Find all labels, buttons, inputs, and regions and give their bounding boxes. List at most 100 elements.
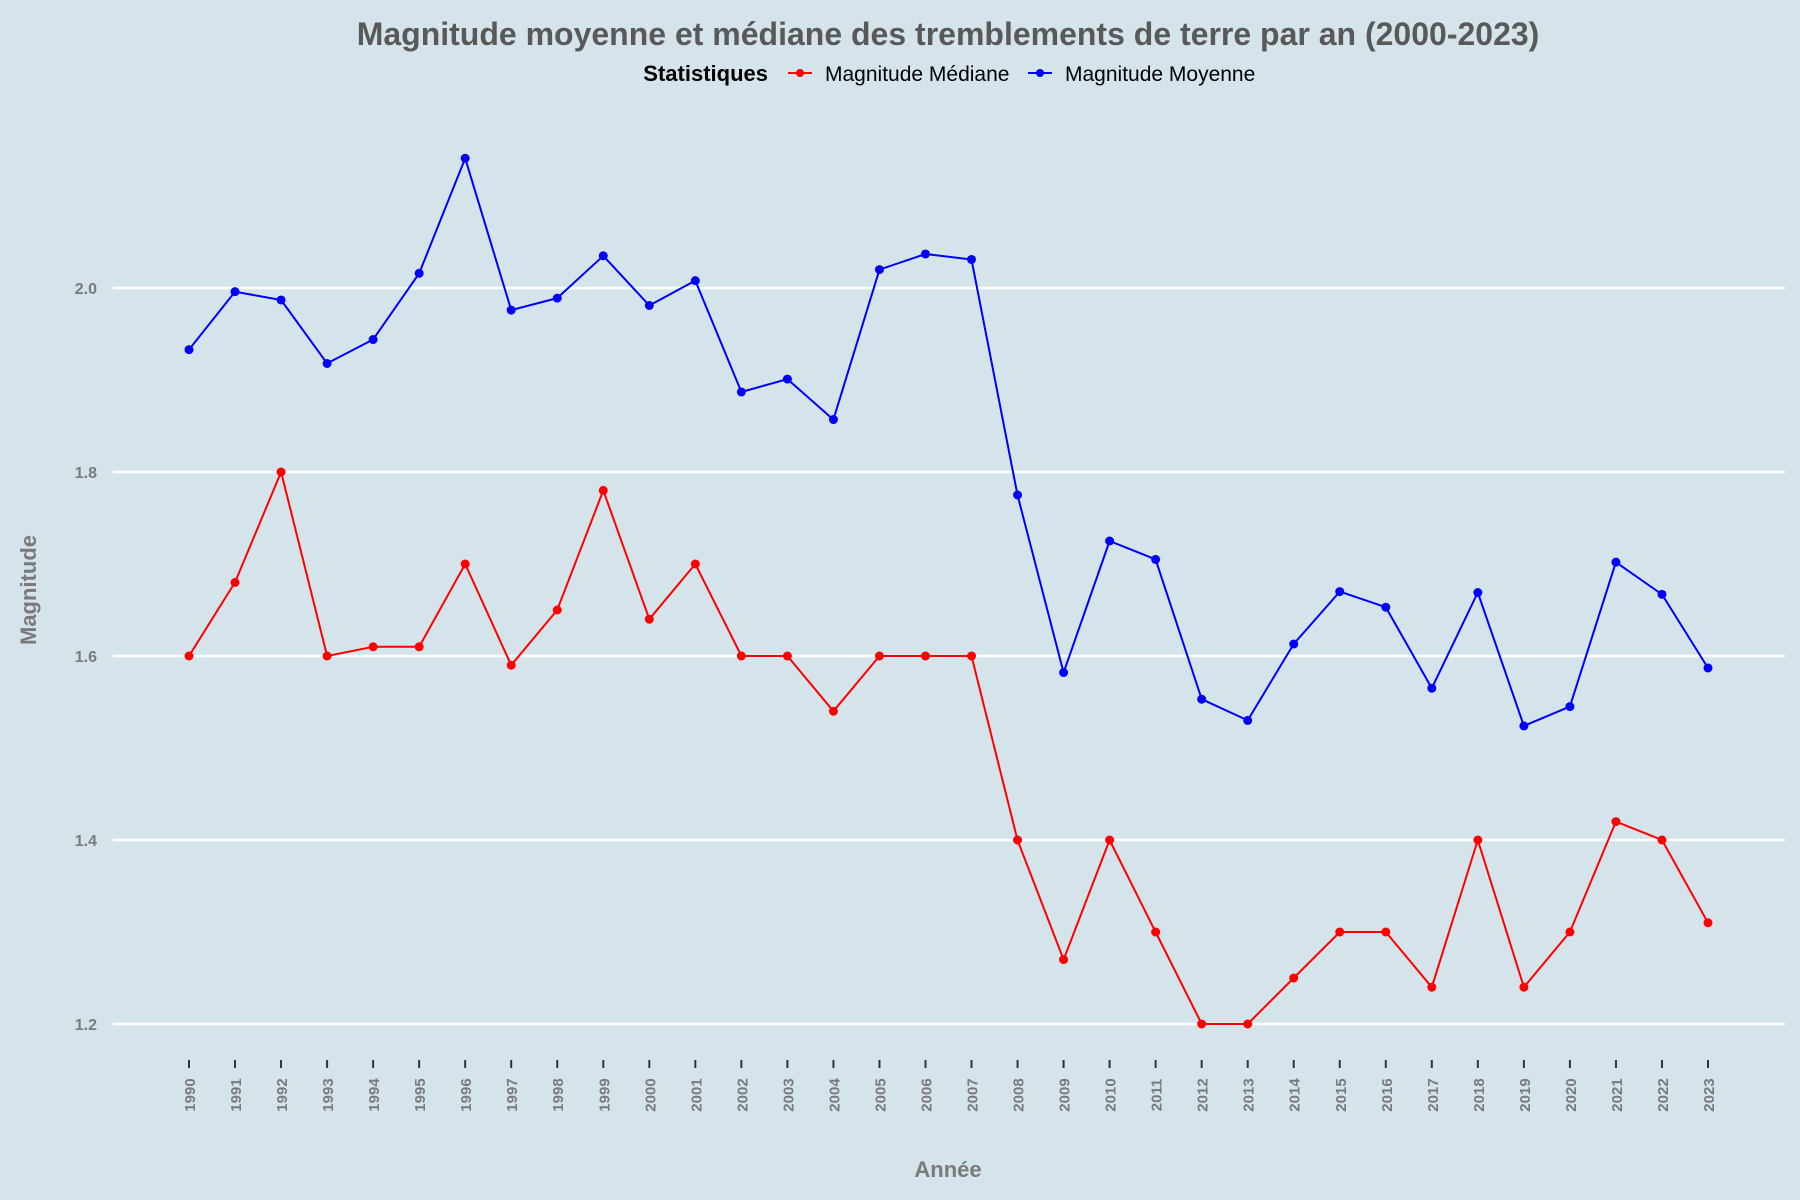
data-point-median bbox=[322, 651, 332, 661]
data-point-median bbox=[184, 651, 194, 661]
data-point-median bbox=[967, 651, 977, 661]
data-point-mean bbox=[1519, 721, 1529, 731]
y-tick-label: 1.4 bbox=[75, 833, 97, 850]
data-point-median bbox=[1427, 982, 1437, 992]
data-point-median bbox=[276, 467, 286, 477]
data-point-mean bbox=[1703, 663, 1713, 673]
x-tick-label: 2006 bbox=[918, 1078, 935, 1111]
data-point-mean bbox=[414, 268, 424, 278]
data-point-mean bbox=[1381, 602, 1391, 612]
data-point-mean bbox=[506, 305, 516, 315]
x-tick-label: 2004 bbox=[826, 1078, 843, 1112]
data-point-mean bbox=[1611, 557, 1621, 567]
series-line-mean bbox=[188, 157, 1709, 727]
data-point-mean bbox=[368, 335, 378, 345]
x-tick-label: 1998 bbox=[550, 1078, 567, 1111]
x-tick-label: 2020 bbox=[1563, 1078, 1580, 1111]
x-tick-label: 2000 bbox=[642, 1078, 659, 1111]
data-point-median bbox=[1657, 835, 1667, 845]
data-point-median bbox=[414, 642, 424, 652]
x-tick-label: 1990 bbox=[182, 1078, 199, 1111]
data-point-median bbox=[1381, 927, 1391, 937]
data-point-median bbox=[1059, 955, 1069, 965]
data-point-median bbox=[1243, 1019, 1253, 1029]
series-layer bbox=[184, 153, 1713, 1029]
x-tick-label: 2019 bbox=[1517, 1078, 1534, 1111]
x-tick-label: 2003 bbox=[780, 1078, 797, 1111]
data-point-median bbox=[230, 577, 240, 587]
x-tick-label: 1999 bbox=[596, 1078, 613, 1111]
x-tick-label: 2012 bbox=[1195, 1078, 1212, 1111]
data-point-median bbox=[368, 642, 378, 652]
x-tick-label: 2008 bbox=[1011, 1078, 1028, 1111]
data-point-mean bbox=[276, 295, 286, 305]
data-point-median bbox=[1197, 1019, 1207, 1029]
legend-marker-mean bbox=[1036, 69, 1044, 77]
x-tick-label: 1991 bbox=[228, 1078, 245, 1111]
data-point-mean bbox=[967, 254, 977, 264]
x-tick-label: 2014 bbox=[1287, 1078, 1304, 1112]
legend-title: Statistiques bbox=[643, 61, 768, 86]
data-point-median bbox=[1611, 817, 1621, 827]
x-tick-label: 2011 bbox=[1149, 1079, 1166, 1112]
data-point-median bbox=[460, 559, 470, 569]
x-tick-label: 2021 bbox=[1609, 1078, 1626, 1111]
data-point-median bbox=[1335, 927, 1345, 937]
data-point-mean bbox=[1151, 554, 1161, 564]
x-axis-title: Année bbox=[914, 1157, 981, 1182]
data-point-median bbox=[736, 651, 746, 661]
y-axis-title: Magnitude bbox=[16, 535, 41, 645]
data-point-median bbox=[1105, 835, 1115, 845]
data-point-median bbox=[690, 559, 700, 569]
x-tick-label: 2010 bbox=[1103, 1078, 1120, 1111]
x-tick-label: 2005 bbox=[872, 1078, 889, 1111]
data-point-mean bbox=[1197, 694, 1207, 704]
data-point-mean bbox=[1013, 490, 1023, 500]
y-tick-label: 1.8 bbox=[75, 465, 97, 482]
data-point-mean bbox=[644, 300, 654, 310]
x-tick-label: 2002 bbox=[734, 1078, 751, 1111]
y-tick-label: 2.0 bbox=[75, 281, 97, 298]
y-axis-ticks: 1.2 1.4 1.6 1.8 2.0 bbox=[75, 281, 97, 1034]
data-point-mean bbox=[460, 153, 470, 163]
x-tick-label: 1997 bbox=[504, 1078, 521, 1111]
x-tick-label: 2018 bbox=[1471, 1078, 1488, 1111]
legend-label-median: Magnitude Médiane bbox=[825, 63, 1009, 86]
legend-label-mean: Magnitude Moyenne bbox=[1065, 63, 1255, 86]
data-point-mean bbox=[690, 276, 700, 286]
x-tick-label: 2015 bbox=[1333, 1078, 1350, 1111]
data-point-mean bbox=[1243, 715, 1253, 725]
data-point-median bbox=[1519, 982, 1529, 992]
y-tick-label: 1.6 bbox=[75, 649, 97, 666]
x-tick-label: 2017 bbox=[1425, 1078, 1442, 1111]
data-point-mean bbox=[1105, 536, 1115, 546]
data-point-mean bbox=[1427, 683, 1437, 693]
data-point-median bbox=[920, 651, 930, 661]
data-point-median bbox=[828, 706, 838, 716]
x-tick-label: 2001 bbox=[688, 1078, 705, 1111]
data-point-mean bbox=[322, 358, 332, 368]
data-point-median bbox=[782, 651, 792, 661]
data-point-median bbox=[1473, 835, 1483, 845]
data-point-mean bbox=[598, 251, 608, 261]
series-line-median bbox=[188, 471, 1709, 1025]
x-tick-label: 2013 bbox=[1241, 1078, 1258, 1111]
data-point-mean bbox=[1657, 589, 1667, 599]
data-point-mean bbox=[920, 249, 930, 259]
x-axis-ticks: 1990 1991 1992 1993 1994 1995 1996 1997 1998 1999… bbox=[182, 1060, 1718, 1112]
data-point-mean bbox=[1565, 702, 1575, 712]
x-tick-label: 1995 bbox=[412, 1078, 429, 1111]
data-point-mean bbox=[230, 287, 240, 297]
data-point-median bbox=[552, 605, 562, 615]
data-point-mean bbox=[828, 415, 838, 425]
data-point-median bbox=[1703, 918, 1713, 928]
legend-item-mean: Magnitude Moyenne bbox=[1028, 63, 1255, 86]
data-point-mean bbox=[782, 374, 792, 384]
data-point-mean bbox=[1289, 639, 1299, 649]
x-tick-label: 2016 bbox=[1379, 1078, 1396, 1111]
x-tick-label: 1992 bbox=[274, 1078, 291, 1111]
x-tick-label: 2023 bbox=[1701, 1078, 1718, 1111]
x-tick-label: 2009 bbox=[1057, 1078, 1074, 1111]
data-point-median bbox=[874, 651, 884, 661]
